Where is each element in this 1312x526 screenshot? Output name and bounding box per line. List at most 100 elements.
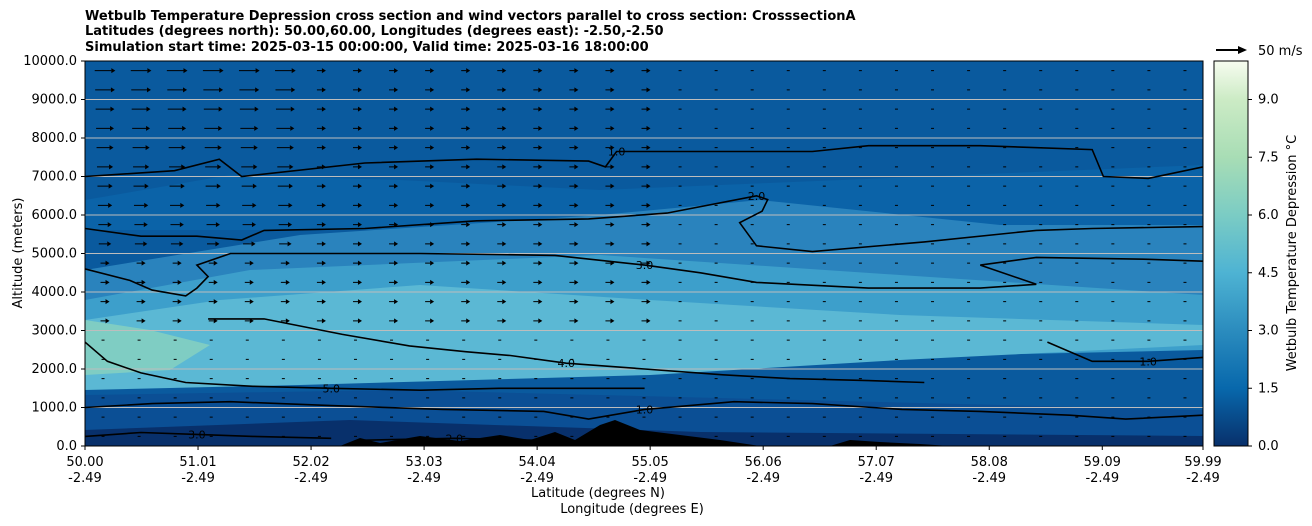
wind-vector-head [502, 279, 507, 285]
contour-label: 1.0 [1139, 355, 1157, 368]
wind-vector [170, 222, 184, 228]
wind-vector-head [574, 279, 579, 285]
wind-vector [352, 68, 362, 74]
quiver-key: 50 m/s [1216, 44, 1303, 59]
wind-vector [316, 183, 326, 189]
wind-vector-head [321, 87, 326, 93]
wind-vector-head [107, 222, 112, 228]
wind-vector [316, 68, 326, 74]
wind-vector-head [213, 260, 218, 266]
wind-vector [97, 202, 113, 208]
wind-vector [316, 318, 326, 324]
wind-vector-head [394, 87, 399, 93]
wind-vector [278, 202, 293, 208]
wind-vector [605, 318, 615, 324]
contour-label: 2.0 [748, 190, 766, 203]
wind-vector [352, 183, 362, 189]
wind-vector-head [285, 318, 290, 324]
wind-vector-head [287, 241, 292, 247]
wind-vector [569, 125, 579, 131]
wind-vector-head [105, 260, 110, 266]
wind-vector-head [466, 87, 471, 93]
wind-vector-head [249, 279, 254, 285]
wind-vector-head [646, 279, 651, 285]
wind-vector-head [289, 164, 294, 170]
wind-vector [95, 87, 115, 93]
wind-vector-head [610, 87, 615, 93]
wind-vector-head [646, 68, 651, 74]
wind-vector-head [105, 279, 110, 285]
wind-vector [168, 125, 187, 131]
wind-vector [605, 299, 615, 305]
wind-vector-head [179, 222, 184, 228]
wind-vector [136, 318, 146, 324]
wind-vector-head [394, 318, 399, 324]
wind-vector-head [218, 106, 223, 112]
wind-vector-head [430, 145, 435, 151]
wind-vector [172, 279, 182, 285]
x-tick-label-lon: -2.49 [181, 471, 215, 486]
wind-vector-head [394, 279, 399, 285]
wind-vector-head [502, 87, 507, 93]
wind-vector-head [143, 241, 148, 247]
wind-vector [605, 106, 615, 112]
wind-vector-head [141, 260, 146, 266]
x-tick-label-lat: 58.08 [971, 455, 1008, 470]
wind-vector [425, 299, 435, 305]
y-tick-label: 9000.0 [32, 93, 78, 108]
wind-vector-head [252, 183, 257, 189]
wind-vector [389, 260, 399, 266]
x-tick-label-lon: -2.49 [520, 471, 554, 486]
wind-vector [316, 299, 326, 305]
wind-vector-head [430, 87, 435, 93]
wind-vector [461, 260, 471, 266]
wind-vector-head [646, 145, 651, 151]
wind-vector [641, 87, 651, 93]
wind-vector [605, 183, 615, 189]
wind-vector [389, 145, 399, 151]
colorbar-tick-label: 3.0 [1258, 324, 1279, 339]
wind-vector [461, 279, 471, 285]
wind-vector-head [394, 241, 399, 247]
wind-vector-head [610, 222, 615, 228]
wind-vector [389, 183, 399, 189]
x-tick-label-lon: -2.49 [859, 471, 893, 486]
wind-vector-head [646, 125, 651, 131]
wind-vector [352, 299, 362, 305]
wind-vector [206, 222, 220, 228]
wind-vector-head [502, 222, 507, 228]
wind-vector [641, 145, 651, 151]
wind-vector [569, 145, 579, 151]
wind-vector-head [466, 222, 471, 228]
wind-vector [352, 222, 362, 228]
wind-vector [641, 125, 651, 131]
wind-vector [203, 106, 223, 112]
wind-vector [425, 183, 435, 189]
wind-vector [569, 183, 579, 189]
wind-vector [461, 145, 471, 151]
wind-vector-head [394, 260, 399, 266]
wind-vector-head [538, 106, 543, 112]
wind-vector-head [502, 68, 507, 74]
wind-vector-head [646, 202, 651, 208]
wind-vector-head [502, 106, 507, 112]
wind-vector [316, 145, 326, 151]
wind-vector-head [217, 164, 222, 170]
wind-vector-head [430, 68, 435, 74]
wind-vector-head [357, 222, 362, 228]
colorbar-tick-label: 6.0 [1258, 208, 1279, 223]
wind-vector-head [357, 106, 362, 112]
wind-vector-head [538, 202, 543, 208]
horizontal-gridlines [85, 99, 1203, 408]
wind-vector [98, 222, 112, 228]
wind-vector [461, 222, 471, 228]
wind-vector-head [145, 145, 150, 151]
wind-vector [497, 241, 507, 247]
wind-vector-head [217, 145, 222, 151]
wind-vector-head [466, 318, 471, 324]
wind-vector-head [105, 318, 110, 324]
wind-vector-head [213, 279, 218, 285]
colorbar: 0.0 1.5 3.0 4.5 6.0 7.5 9.0 Wetbulb Temperatur… [1213, 60, 1300, 454]
wind-vector-head [109, 145, 114, 151]
wind-vector-head [574, 87, 579, 93]
